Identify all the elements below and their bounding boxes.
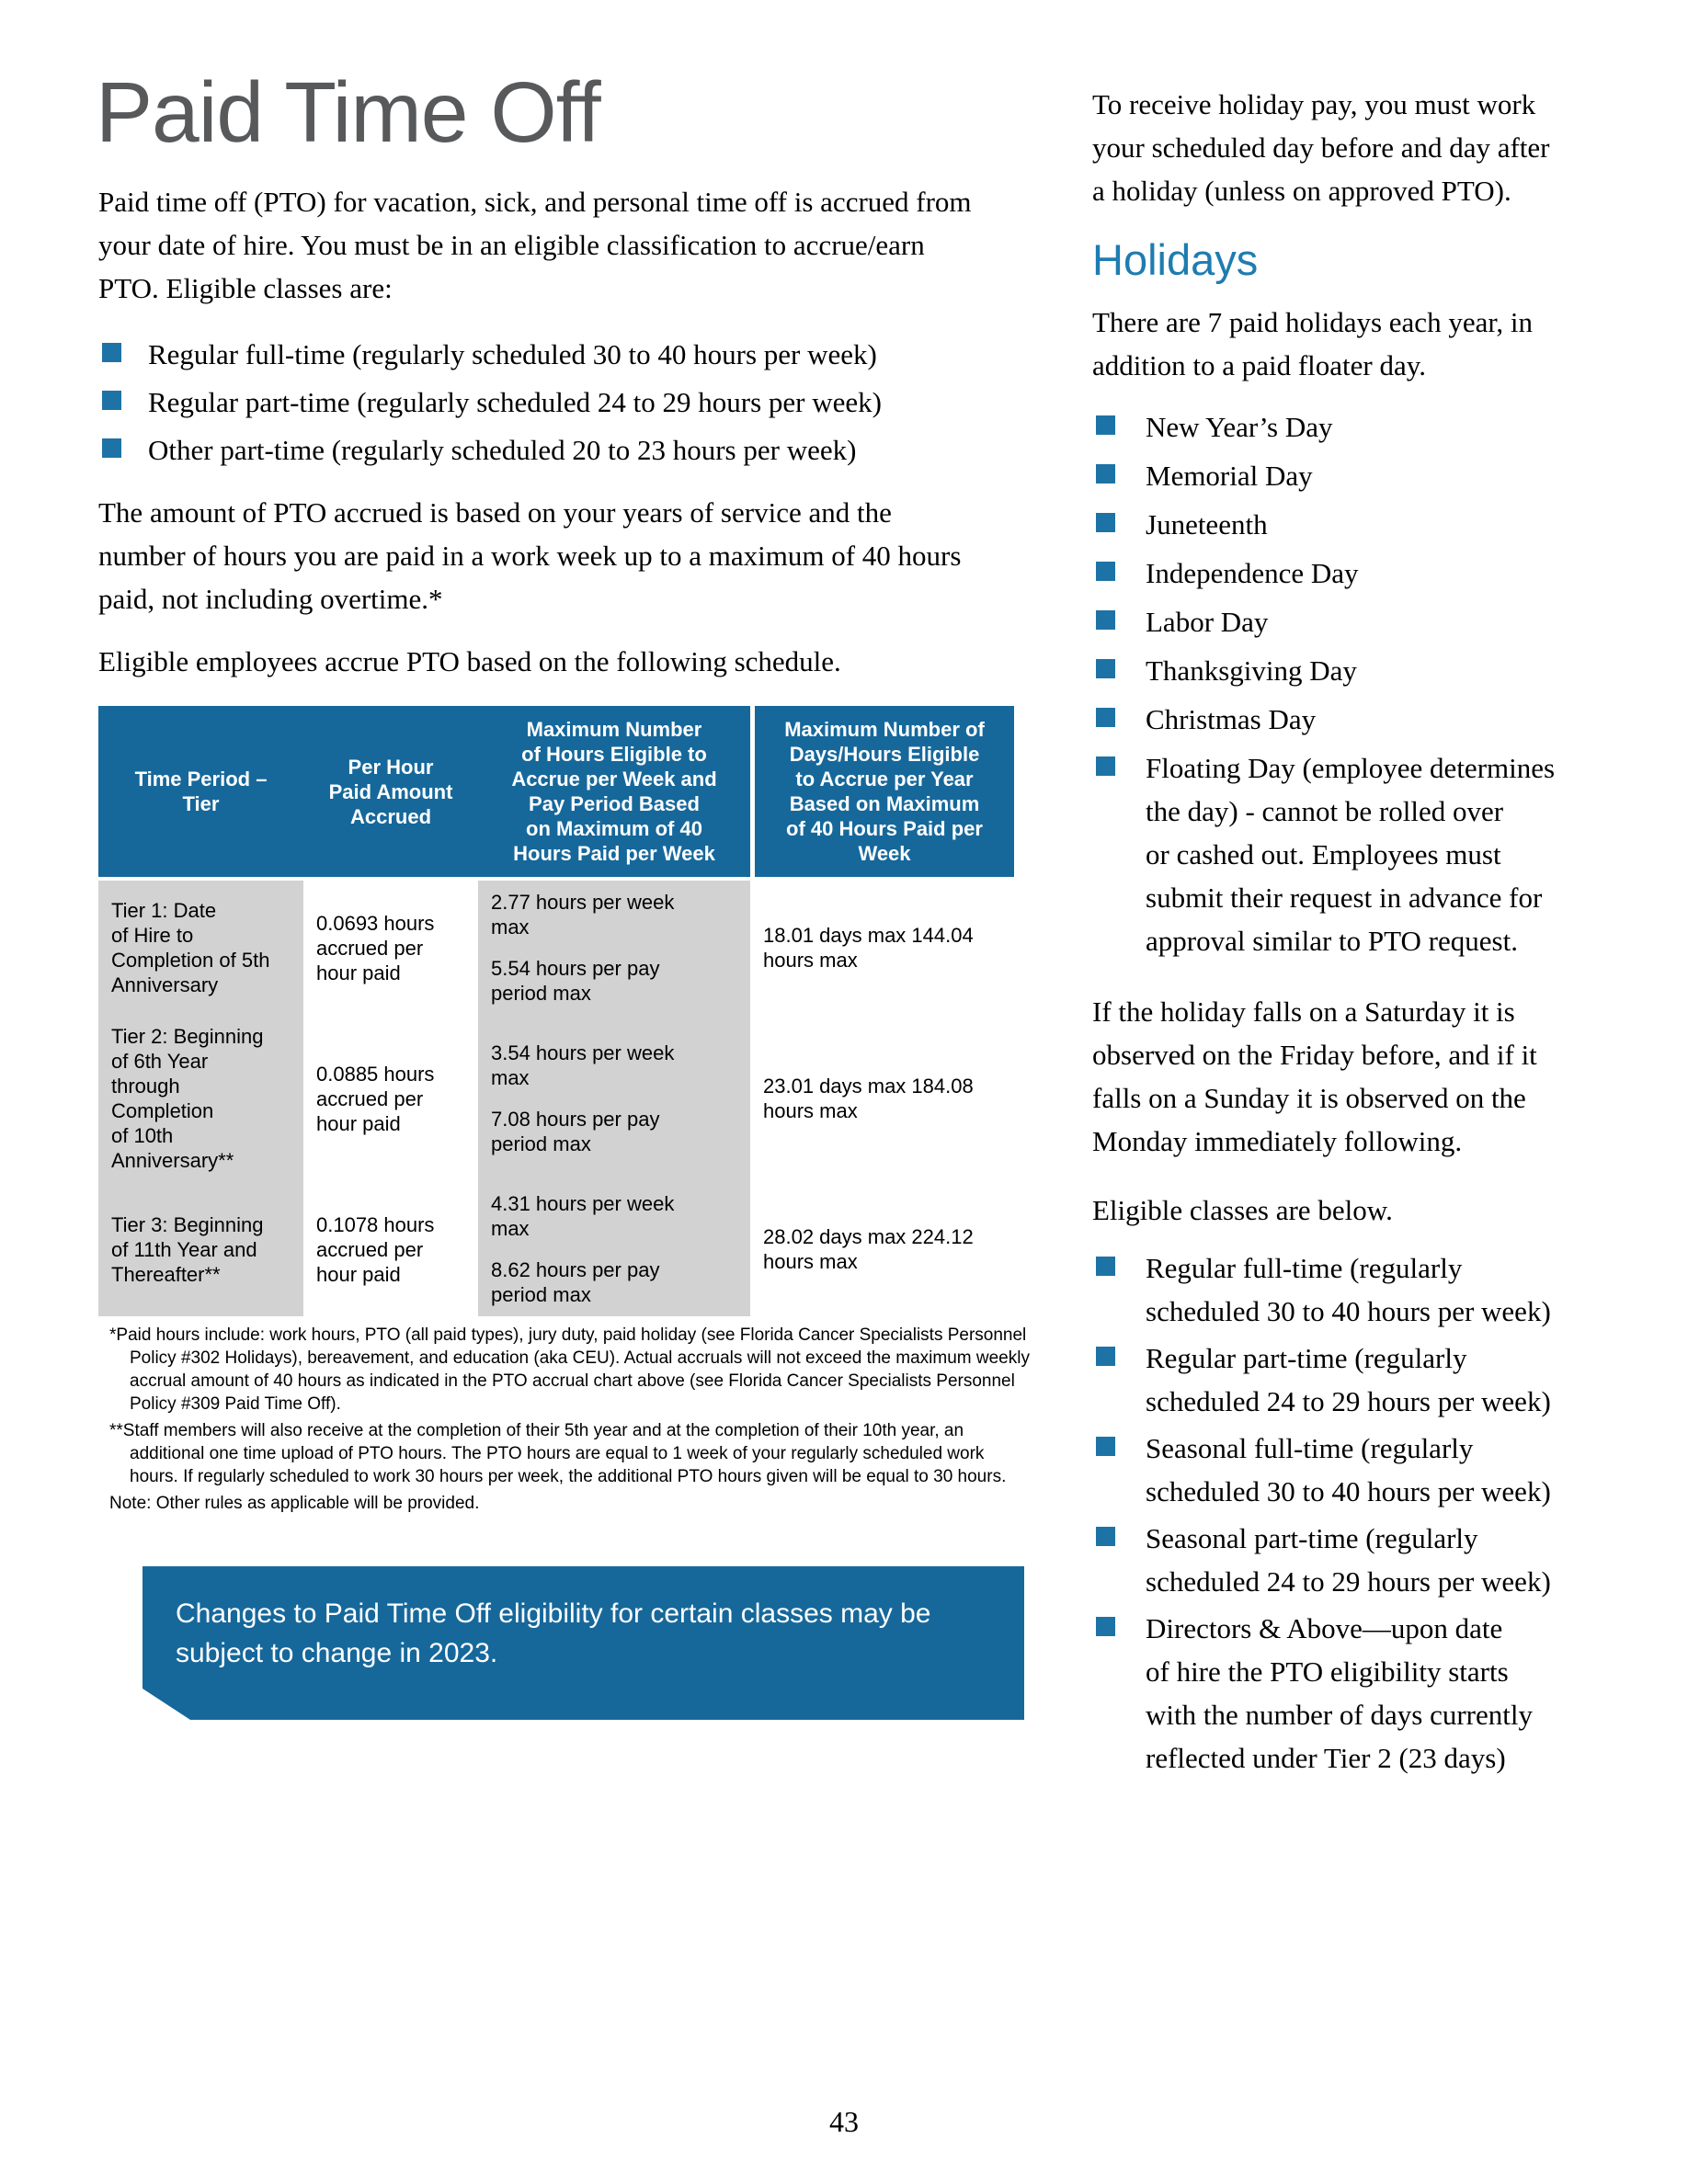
list-item-label: Memorial Day (1146, 460, 1313, 492)
bullet-square-icon (1096, 464, 1115, 483)
table-cell-year-max: 18.01 days max 144.04 hours max (763, 924, 974, 972)
bullet-square-icon (102, 391, 121, 410)
list-item: New Year’s Day (1092, 405, 1607, 449)
list-item-label: Seasonal part-time (regularly scheduled … (1146, 1522, 1551, 1598)
bullet-square-icon (1096, 708, 1115, 727)
list-item-label: Regular part-time (regularly scheduled 2… (1146, 1342, 1551, 1417)
holiday-pay-paragraph: To receive holiday pay, you must work yo… (1092, 88, 1550, 207)
bullet-square-icon (1096, 659, 1115, 678)
bullet-square-icon (1096, 610, 1115, 630)
footnotes: *Paid hours include: work hours, PTO (al… (98, 1324, 1082, 1519)
table-cell-year-max: 28.02 days max 224.12 hours max (763, 1225, 974, 1273)
period-max-value: 5.54 hours per pay period max (491, 957, 660, 1005)
table-header-time-period: Time Period – Tier (98, 706, 303, 881)
accrual-paragraph: The amount of PTO accrued is based on yo… (98, 496, 962, 615)
bullet-square-icon (1096, 513, 1115, 532)
list-item-label: Regular full-time (regularly scheduled 3… (1146, 1252, 1551, 1327)
table-cell-week-max: 2.77 hours per week max 5.54 hours per p… (478, 881, 750, 1015)
list-item-label: Other part-time (regularly scheduled 20 … (148, 434, 857, 466)
bullet-square-icon (1096, 756, 1115, 776)
table-header-max-days-year: Maximum Number of Days/Hours Eligible to… (750, 706, 1014, 881)
list-item-label: Christmas Day (1146, 703, 1317, 735)
list-item-label: Regular full-time (regularly scheduled 3… (148, 338, 877, 370)
list-item: Directors & Above—upon date of hire the … (1092, 1607, 1607, 1780)
list-item-label: Seasonal full-time (regularly scheduled … (1146, 1432, 1551, 1507)
list-item-label: Independence Day (1146, 557, 1359, 589)
table-cell-tier: Tier 3: Beginning of 11th Year and There… (98, 1182, 303, 1316)
list-item: Thanksgiving Day (1092, 649, 1607, 692)
holiday-eligible-classes-list: Regular full-time (regularly scheduled 3… (1092, 1246, 1607, 1780)
list-item: Other part-time (regularly scheduled 20 … (98, 428, 1073, 472)
list-item: Seasonal part-time (regularly scheduled … (1092, 1517, 1607, 1603)
list-item-label: New Year’s Day (1146, 411, 1333, 443)
list-item: Christmas Day (1092, 698, 1607, 741)
eligible-classes-list: Regular full-time (regularly scheduled 3… (98, 333, 1073, 476)
bullet-square-icon (102, 438, 121, 458)
list-item: Independence Day (1092, 552, 1607, 595)
bullet-square-icon (1096, 1347, 1115, 1366)
callout-text: Changes to Paid Time Off eligibility for… (176, 1598, 931, 1668)
page-number: 43 (829, 2105, 859, 2138)
table-cell-week-max: 3.54 hours per week max 7.08 hours per p… (478, 1015, 750, 1182)
week-max-value: 3.54 hours per week max (491, 1041, 675, 1089)
period-max-value: 7.08 hours per pay period max (491, 1108, 660, 1155)
holidays-list: New Year’s Day Memorial Day Juneteenth I… (1092, 405, 1607, 962)
bullet-square-icon (1096, 1617, 1115, 1636)
list-item: Seasonal full-time (regularly scheduled … (1092, 1427, 1607, 1513)
footnote-note: Note: Other rules as applicable will be … (109, 1494, 480, 1513)
table-cell-accrual: 0.0885 hours accrued per hour paid (316, 1062, 435, 1135)
list-item-label: Regular part-time (regularly scheduled 2… (148, 386, 882, 418)
schedule-paragraph: Eligible employees accrue PTO based on t… (98, 645, 841, 677)
bullet-square-icon (1096, 415, 1115, 435)
list-item-label: Thanksgiving Day (1146, 654, 1357, 687)
table-cell-tier: Tier 2: Beginning of 6th Year through Co… (98, 1015, 303, 1182)
list-item: Memorial Day (1092, 454, 1607, 497)
list-item: Regular full-time (regularly scheduled 3… (98, 333, 1073, 376)
classes-intro-paragraph: Eligible classes are below. (1092, 1194, 1393, 1226)
week-max-value: 4.31 hours per week max (491, 1192, 675, 1240)
footnote-staff-upload: **Staff members will also receive at the… (109, 1421, 1007, 1486)
holidays-intro-paragraph: There are 7 paid holidays each year, in … (1092, 306, 1534, 381)
list-item: Regular part-time (regularly scheduled 2… (1092, 1337, 1607, 1423)
intro-paragraph: Paid time off (PTO) for vacation, sick, … (98, 186, 972, 304)
table-cell-year-max: 23.01 days max 184.08 hours max (763, 1075, 974, 1122)
table-cell-tier: Tier 1: Date of Hire to Completion of 5t… (98, 881, 303, 1015)
table-cell-accrual: 0.1078 hours accrued per hour paid (316, 1212, 435, 1286)
bullet-square-icon (1096, 1437, 1115, 1456)
list-item: Floating Day (employee determines the da… (1092, 746, 1607, 962)
bullet-square-icon (1096, 1257, 1115, 1276)
callout-box: Changes to Paid Time Off eligibility for… (143, 1566, 1024, 1720)
bullet-square-icon (102, 343, 121, 362)
table-header-max-hours-week: Maximum Number of Hours Eligible to Accr… (478, 706, 750, 881)
list-item-label: Labor Day (1146, 606, 1269, 638)
list-item-label: Juneteenth (1146, 508, 1268, 540)
list-item-label: Directors & Above—upon date of hire the … (1146, 1612, 1533, 1774)
holidays-heading: Holidays (1092, 235, 1259, 284)
footnote-paid-hours: *Paid hours include: work hours, PTO (al… (109, 1325, 1030, 1414)
list-item-label: Floating Day (employee determines the da… (1146, 752, 1556, 957)
table-header-per-hour: Per Hour Paid Amount Accrued (303, 706, 478, 881)
bullet-square-icon (1096, 562, 1115, 581)
observed-paragraph: If the holiday falls on a Saturday it is… (1092, 995, 1537, 1157)
list-item: Regular full-time (regularly scheduled 3… (1092, 1246, 1607, 1333)
list-item: Regular part-time (regularly scheduled 2… (98, 381, 1073, 424)
pto-accrual-table: Time Period – Tier Per Hour Paid Amount … (98, 706, 1014, 1316)
table-cell-week-max: 4.31 hours per week max 8.62 hours per p… (478, 1182, 750, 1316)
bullet-square-icon (1096, 1527, 1115, 1546)
table-cell-accrual: 0.0693 hours accrued per hour paid (316, 911, 435, 984)
list-item: Juneteenth (1092, 503, 1607, 546)
list-item: Labor Day (1092, 600, 1607, 643)
week-max-value: 2.77 hours per week max (491, 891, 675, 938)
right-column: To receive holiday pay, you must work yo… (1092, 83, 1607, 1783)
period-max-value: 8.62 hours per pay period max (491, 1258, 660, 1306)
page-title: Paid Time Off (96, 64, 601, 160)
